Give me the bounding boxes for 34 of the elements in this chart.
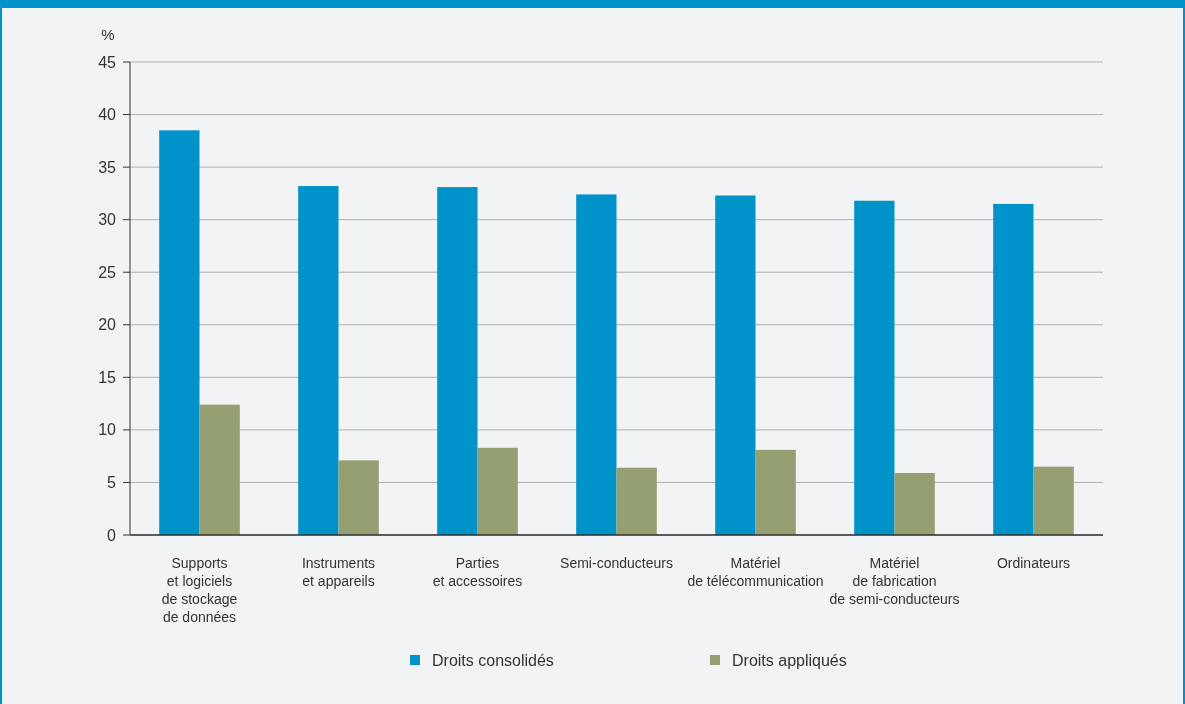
bar [755, 449, 796, 535]
bar [477, 447, 518, 535]
bar [199, 404, 240, 535]
bar [576, 194, 617, 535]
bar [854, 200, 895, 535]
y-tick-label: 5 [107, 474, 117, 492]
y-tick-label: 20 [98, 316, 117, 334]
y-tick-label: 10 [98, 421, 117, 439]
bar [338, 460, 379, 535]
x-tick-label: Matériel de fabrication de semi-conducteurs [829, 555, 960, 607]
bar [298, 186, 339, 535]
y-tick-label: 30 [98, 211, 117, 229]
y-tick-label: 45 [98, 53, 117, 71]
x-tick-label: Ordinateurs [996, 555, 1071, 571]
y-tick-label: 25 [98, 263, 117, 281]
bar [715, 195, 756, 535]
x-tick-label: Parties et accessoires [432, 555, 523, 589]
y-axis-title: % [101, 26, 115, 43]
y-tick-label: 0 [107, 526, 117, 544]
bar [894, 472, 935, 535]
y-tick-label: 35 [98, 158, 117, 176]
bar [437, 187, 478, 535]
bar [159, 130, 200, 535]
legend-label: Droits appliqués [732, 651, 847, 669]
x-tick-label: Instruments et appareils [301, 555, 376, 589]
legend-label: Droits consolidés [432, 651, 554, 669]
y-tick-label: 15 [98, 368, 117, 386]
y-tick-label: 40 [98, 106, 117, 124]
x-tick-label: Supports et logiciels de stockage de données [161, 555, 238, 625]
bar [616, 467, 657, 535]
bar [993, 203, 1034, 535]
bar [1033, 466, 1074, 535]
x-tick-label: Semi-conducteurs [560, 555, 673, 571]
x-tick-label: Matériel de télécommunication [687, 555, 824, 589]
